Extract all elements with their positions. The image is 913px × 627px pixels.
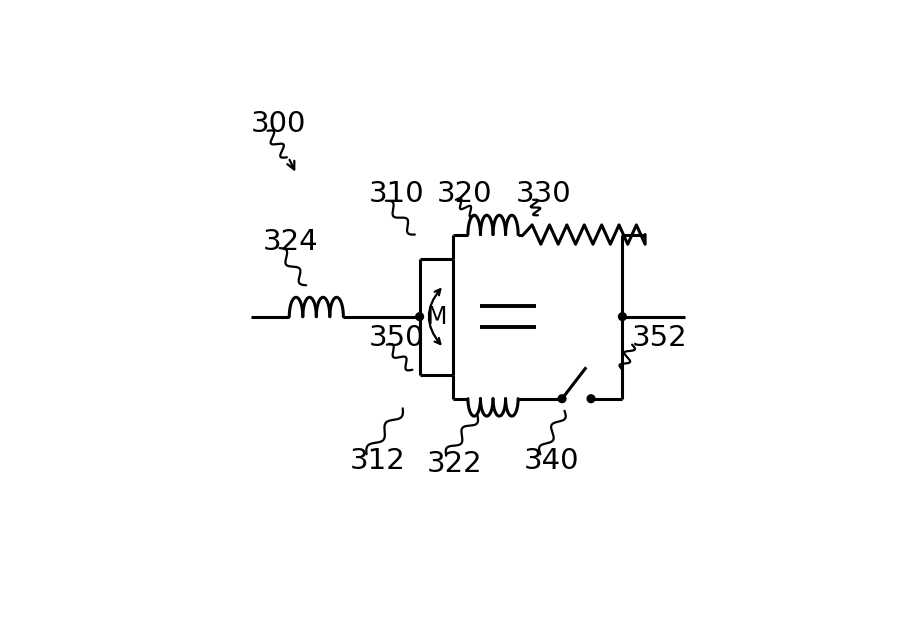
Circle shape <box>558 395 566 403</box>
Text: M: M <box>426 305 446 329</box>
Text: 330: 330 <box>516 179 572 208</box>
Text: 352: 352 <box>632 324 687 352</box>
Circle shape <box>415 313 424 320</box>
Text: 350: 350 <box>369 324 425 352</box>
Circle shape <box>618 313 626 320</box>
Circle shape <box>587 395 595 403</box>
Text: 320: 320 <box>436 179 492 208</box>
Text: 324: 324 <box>263 228 319 256</box>
Text: 340: 340 <box>523 448 579 475</box>
Text: 310: 310 <box>369 179 425 208</box>
Text: 300: 300 <box>251 110 306 137</box>
Text: 312: 312 <box>350 448 405 475</box>
Text: 322: 322 <box>427 450 482 478</box>
